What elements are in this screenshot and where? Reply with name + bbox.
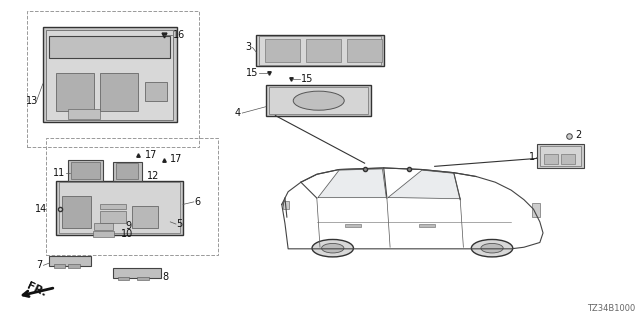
Ellipse shape — [293, 91, 344, 110]
Text: 4: 4 — [235, 108, 241, 118]
Text: FR.: FR. — [25, 281, 48, 299]
Bar — [264, 39, 300, 62]
Bar — [68, 109, 100, 119]
Bar — [283, 201, 289, 209]
Bar — [266, 85, 371, 116]
Bar — [68, 160, 103, 180]
Bar — [59, 182, 180, 233]
Text: 15: 15 — [301, 74, 313, 84]
Bar — [561, 154, 575, 164]
Bar — [145, 82, 167, 101]
Bar — [27, 11, 199, 147]
Ellipse shape — [471, 239, 513, 257]
Text: 6: 6 — [195, 197, 200, 207]
Ellipse shape — [481, 244, 503, 253]
Bar — [256, 35, 384, 67]
Text: 13: 13 — [26, 96, 38, 106]
Bar — [306, 39, 341, 62]
Text: 2: 2 — [575, 130, 581, 140]
Bar — [116, 163, 138, 179]
Text: 16: 16 — [173, 30, 186, 40]
Bar — [100, 211, 125, 223]
Ellipse shape — [312, 239, 353, 257]
Bar — [56, 180, 183, 235]
Bar — [100, 204, 125, 209]
Bar — [72, 162, 100, 179]
Text: 14: 14 — [35, 204, 47, 214]
Bar — [118, 277, 129, 280]
Bar — [49, 36, 170, 59]
Text: 12: 12 — [147, 172, 159, 181]
Bar — [46, 138, 218, 255]
Bar — [532, 203, 540, 217]
Bar — [113, 268, 161, 278]
Bar — [544, 154, 558, 164]
Text: 15: 15 — [246, 68, 258, 78]
Bar — [68, 264, 80, 268]
Text: 5: 5 — [177, 219, 183, 229]
Bar — [94, 223, 113, 230]
Bar — [540, 146, 581, 166]
Bar — [113, 162, 141, 180]
Bar — [43, 27, 177, 122]
Bar — [93, 231, 114, 237]
Bar — [269, 87, 368, 114]
Bar — [348, 39, 383, 62]
Polygon shape — [388, 170, 460, 199]
Text: 7: 7 — [36, 260, 43, 270]
Bar — [56, 73, 94, 111]
Ellipse shape — [321, 244, 344, 253]
Bar — [419, 224, 435, 227]
Polygon shape — [318, 169, 387, 197]
Text: 9: 9 — [125, 221, 132, 231]
Bar — [46, 30, 173, 120]
Bar — [49, 256, 91, 266]
Bar — [100, 73, 138, 111]
Text: TZ34B1000: TZ34B1000 — [587, 304, 636, 313]
Bar — [259, 36, 381, 65]
Text: 17: 17 — [170, 154, 182, 164]
Bar — [62, 196, 91, 228]
Text: 3: 3 — [246, 42, 252, 52]
Bar — [132, 206, 157, 228]
Bar — [346, 224, 362, 227]
Text: 1: 1 — [529, 152, 536, 163]
Text: 10: 10 — [121, 229, 133, 239]
Bar — [537, 144, 584, 168]
Bar — [54, 264, 65, 268]
Text: 8: 8 — [163, 272, 169, 282]
Text: 11: 11 — [53, 168, 65, 178]
Bar — [137, 277, 148, 280]
Text: 17: 17 — [145, 150, 157, 160]
